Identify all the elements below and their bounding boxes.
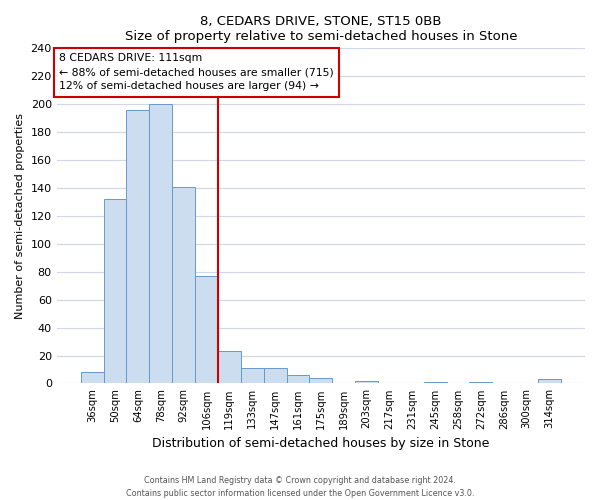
Title: 8, CEDARS DRIVE, STONE, ST15 0BB
Size of property relative to semi-detached hous: 8, CEDARS DRIVE, STONE, ST15 0BB Size of… xyxy=(125,15,517,43)
X-axis label: Distribution of semi-detached houses by size in Stone: Distribution of semi-detached houses by … xyxy=(152,437,490,450)
Bar xyxy=(241,368,263,384)
Text: Contains HM Land Registry data © Crown copyright and database right 2024.
Contai: Contains HM Land Registry data © Crown c… xyxy=(126,476,474,498)
Text: 8 CEDARS DRIVE: 111sqm
← 88% of semi-detached houses are smaller (715)
12% of se: 8 CEDARS DRIVE: 111sqm ← 88% of semi-det… xyxy=(59,54,334,92)
Bar xyxy=(538,379,561,384)
Bar xyxy=(355,380,378,384)
Bar xyxy=(263,368,287,384)
Bar xyxy=(195,276,218,384)
Bar xyxy=(80,372,104,384)
Bar xyxy=(424,382,446,384)
Y-axis label: Number of semi-detached properties: Number of semi-detached properties xyxy=(15,113,25,319)
Bar xyxy=(172,186,195,384)
Bar xyxy=(104,199,127,384)
Bar xyxy=(127,110,149,384)
Bar xyxy=(469,382,493,384)
Bar xyxy=(149,104,172,384)
Bar xyxy=(287,375,310,384)
Bar xyxy=(218,352,241,384)
Bar xyxy=(310,378,332,384)
